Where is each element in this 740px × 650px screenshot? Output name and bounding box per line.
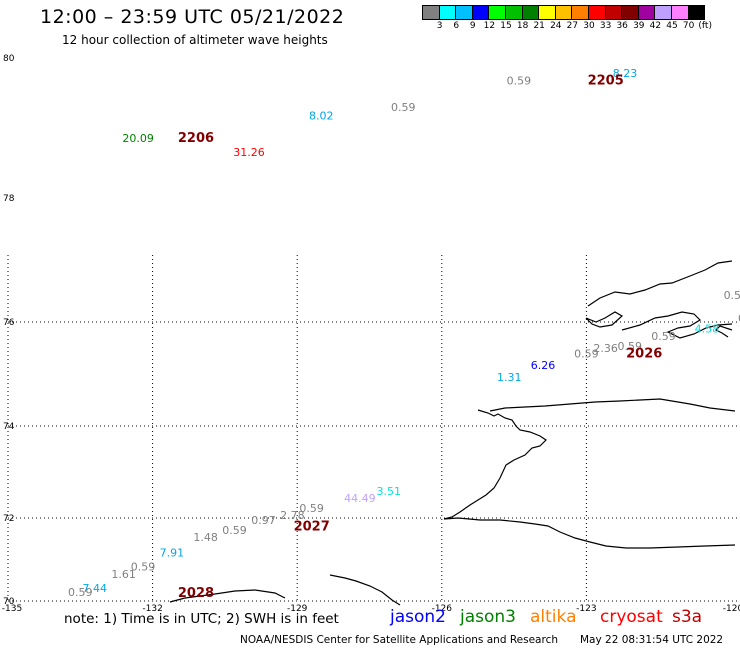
legend-swatch-16 <box>687 5 706 20</box>
color-legend <box>422 5 706 20</box>
wave-height-label: 44.49 <box>344 492 376 505</box>
coastline-south-islands <box>329 574 401 606</box>
pass-id-label: 2028 <box>178 586 214 601</box>
wave-height-label: 1.31 <box>497 371 522 384</box>
coastline-south-shore <box>169 589 286 603</box>
wave-height-label: 0.59 <box>222 524 247 537</box>
wave-height-label: 1.61 <box>111 568 136 581</box>
legend-label-14: 45 <box>666 21 678 31</box>
lat-tick-label: 76 <box>3 318 15 328</box>
mission-jason2: jason2 <box>390 607 446 627</box>
pass-id-label: 2026 <box>626 346 662 361</box>
wave-height-label: 0.59 <box>299 502 324 515</box>
legend-label-13: 42 <box>649 21 662 31</box>
lon-tick-label: -126 <box>432 604 453 614</box>
wave-height-label: 0.59 <box>68 586 93 599</box>
wave-height-label: 20.09 <box>122 132 154 145</box>
longitude-tick-labels: -135 -132 -129 -126 -123 -120 <box>2 604 740 614</box>
footer-source: NOAA/NESDIS Center for Satellite Applica… <box>240 634 558 646</box>
legend-label-5: 18 <box>516 21 529 31</box>
wave-height-label: 0.59 <box>738 312 740 325</box>
legend-label-12: 39 <box>633 21 645 31</box>
legend-label-16: (ft) <box>698 21 712 31</box>
legend-label-0: 3 <box>436 21 443 31</box>
coastline <box>169 260 736 606</box>
wave-height-label: 0.59 <box>507 75 532 88</box>
units-note: note: 1) Time is in UTC; 2) SWH is in fe… <box>64 611 339 627</box>
lon-tick-label: -132 <box>142 604 162 614</box>
wave-height-label: 31.26 <box>233 146 265 159</box>
legend-label-11: 36 <box>616 21 628 31</box>
coastline-north-island <box>587 260 733 307</box>
coastline-peninsula <box>443 409 547 520</box>
wave-height-label: 1.48 <box>193 531 218 544</box>
wave-height-label: 2.36 <box>593 342 618 355</box>
legend-label-4: 15 <box>500 21 512 31</box>
coastline-east-shore <box>714 325 733 338</box>
mission-jason3: jason3 <box>460 607 516 627</box>
map-subtitle: 12 hour collection of altimeter wave hei… <box>62 33 328 47</box>
wave-height-label: 7.44 <box>83 582 108 595</box>
map-title: 12:00 – 23:59 UTC 05/21/2022 <box>40 6 345 28</box>
wave-height-label: 0.59 <box>391 101 416 114</box>
wave-height-label: 3.51 <box>377 485 402 498</box>
legend-label-9: 30 <box>583 21 595 31</box>
lon-tick-label: -129 <box>287 604 308 614</box>
mission-s3a: s3a <box>672 607 703 627</box>
lat-tick-label: 70 <box>3 597 15 607</box>
legend-label-7: 24 <box>550 21 562 31</box>
legend-label-3: 12 <box>483 21 496 31</box>
wave-height-label: 0.59 <box>618 340 643 353</box>
coastline-mainland <box>489 398 736 412</box>
wave-height-label: 7.91 <box>160 547 185 560</box>
mission-altika: altika <box>530 607 577 627</box>
wave-height-label: 8.23 <box>613 67 638 80</box>
legend-label-15: 70 <box>682 21 695 31</box>
mission-cryosat: cryosat <box>600 607 663 627</box>
wave-height-label: 6.26 <box>531 359 556 372</box>
wave-height-label: 2.78 <box>280 509 305 522</box>
coastline-north-bay <box>585 311 624 328</box>
latitude-tick-labels: 80 78 76 74 72 70 <box>3 54 15 607</box>
wave-height-label: 0.59 <box>131 561 156 574</box>
wave-height-label: 4.58 <box>695 322 720 335</box>
lat-lon-grid <box>7 255 740 602</box>
pass-id-label: 2027 <box>294 519 330 534</box>
observation-labels: 8.23 0.59 0.59 8.02 31.26 20.09 0.59 0.59 4.58 0.… <box>68 67 740 599</box>
lat-tick-label: 78 <box>3 194 15 204</box>
wave-height-label: 0.59 <box>651 330 676 343</box>
lon-tick-label: -120 <box>723 604 740 614</box>
wave-height-label: 8.02 <box>309 110 334 123</box>
lat-tick-label: 74 <box>3 422 15 432</box>
coastline-southern-bay <box>443 517 736 549</box>
lat-tick-label: 80 <box>3 54 15 64</box>
wave-height-label: 0.97 <box>251 514 276 527</box>
coastline-north-east <box>621 311 733 339</box>
footer-timestamp: May 22 08:31:54 UTC 2022 <box>580 634 724 646</box>
lon-tick-label: -123 <box>576 604 596 614</box>
lon-tick-label: -135 <box>2 604 22 614</box>
lat-tick-label: 72 <box>3 514 14 524</box>
legend-label-1: 6 <box>453 21 460 31</box>
pass-id-label: 2206 <box>178 131 214 146</box>
pass-labels: 2205 2206 2026 2027 2028 <box>178 74 662 601</box>
legend-label-2: 9 <box>469 21 476 31</box>
wave-height-label: 0.59 <box>724 289 740 302</box>
legend-label-6: 21 <box>533 21 545 31</box>
legend-label-8: 27 <box>566 21 579 31</box>
legend-label-10: 33 <box>599 21 612 31</box>
wave-height-label: 0.59 <box>574 347 599 360</box>
pass-id-label: 2205 <box>588 74 624 89</box>
